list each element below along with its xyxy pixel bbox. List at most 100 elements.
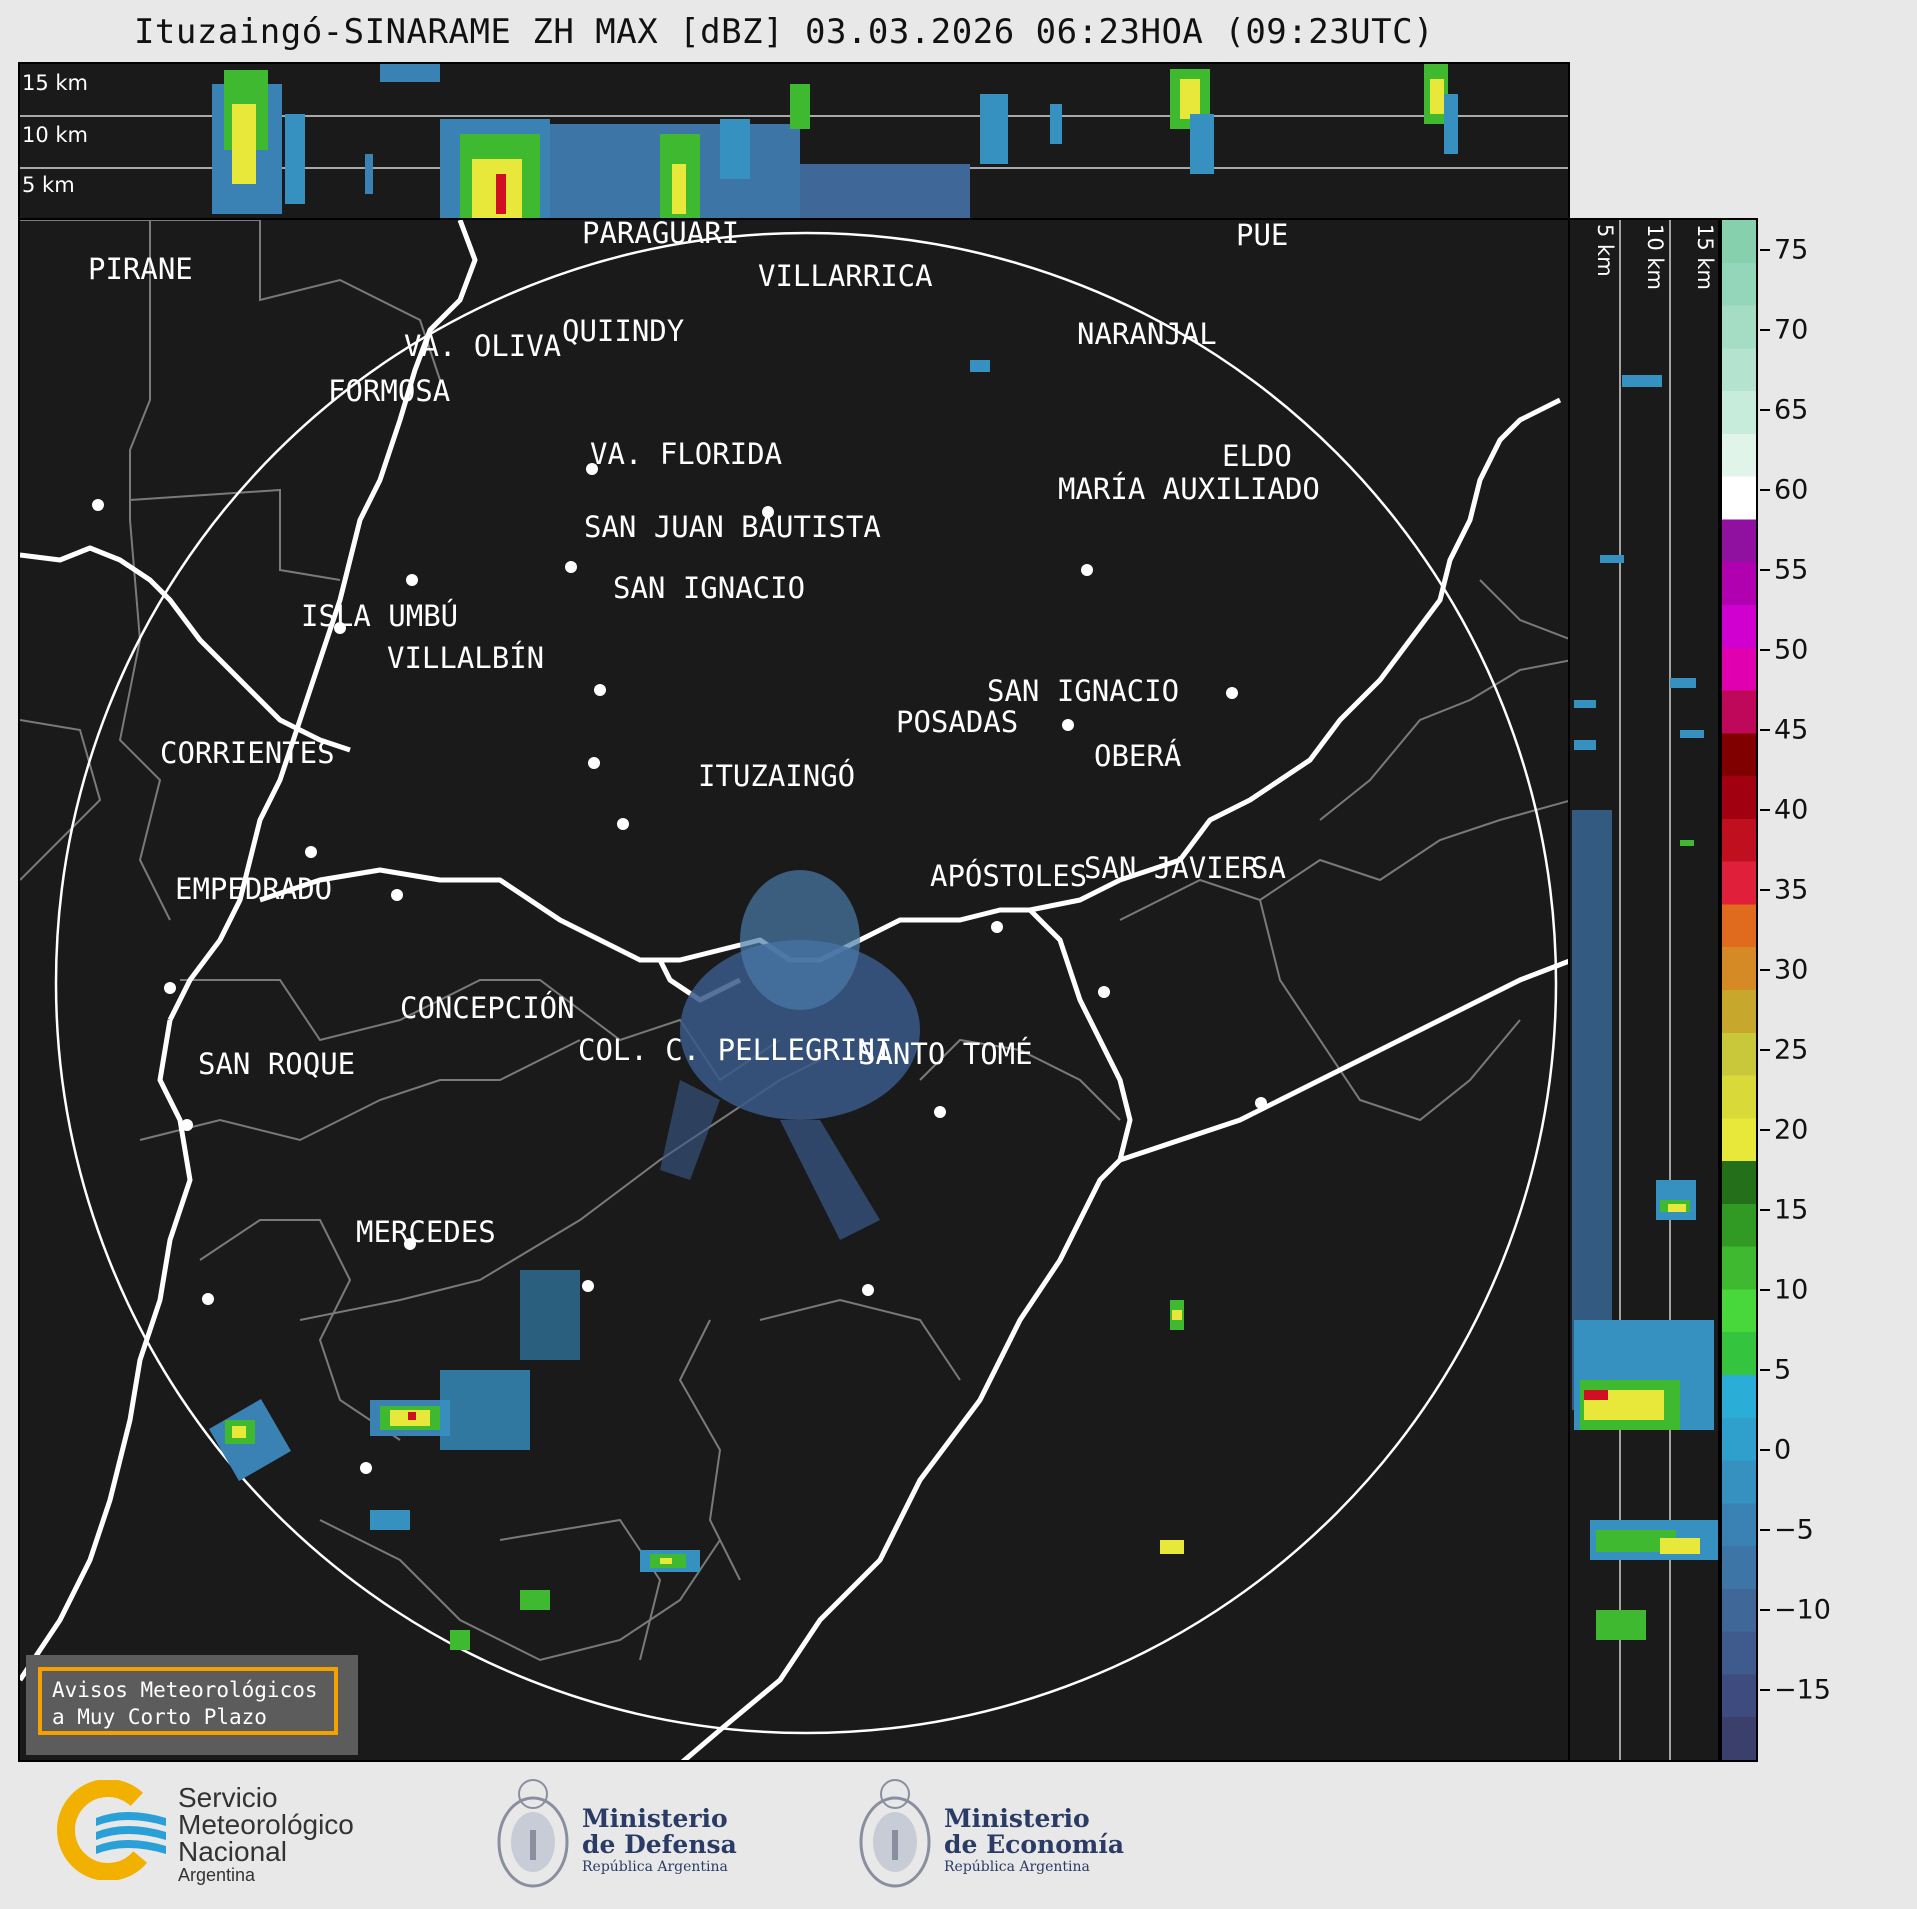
economia-line-2: de Economía [944, 1830, 1125, 1859]
top-km-label-10: 10 km [22, 123, 88, 147]
colorbar-tick [1760, 1209, 1770, 1211]
defensa-line-3: República Argentina [582, 1859, 728, 1875]
coat-of-arms-icon [856, 1774, 934, 1896]
colorbar-tick [1760, 489, 1770, 491]
colorbar-tick-label: 40 [1774, 794, 1809, 826]
city-label: COL. C. PELLEGRINI [578, 1033, 892, 1067]
defensa-line-2: de Defensa [582, 1830, 737, 1859]
colorbar-tick [1760, 889, 1770, 891]
smn-line-1: Servicio [178, 1782, 278, 1813]
economia-line-1: Ministerio [944, 1804, 1090, 1833]
top-echoes [212, 64, 1458, 218]
colorbar-tick [1760, 1449, 1770, 1451]
ground-clutter [660, 870, 920, 1240]
colorbar-tick-label: −15 [1774, 1674, 1831, 1706]
smn-logo-icon [56, 1780, 166, 1880]
colorbar-tick-label: 10 [1774, 1274, 1809, 1306]
colorbar-tick [1760, 249, 1770, 251]
top-km-label-15: 15 km [22, 71, 88, 95]
colorbar [1720, 218, 1758, 1762]
city-label: POSADAS [896, 705, 1018, 739]
colorbar-tick-label: 5 [1774, 1354, 1792, 1386]
colorbar-tick-label: 75 [1774, 234, 1809, 266]
city-label: PIRANE [88, 252, 193, 286]
colorbar-tick-label: 35 [1774, 874, 1809, 906]
city-label: SAN IGNACIO [987, 674, 1179, 708]
colorbar-tick [1760, 569, 1770, 571]
colorbar-tick [1760, 329, 1770, 331]
colorbar-tick [1760, 1129, 1770, 1131]
colorbar-tick-label: 0 [1774, 1434, 1792, 1466]
city-label: APÓSTOLES [930, 859, 1087, 893]
city-label: SAN JUAN BAUTISTA [584, 510, 881, 544]
city-label: VA. FLORIDA [590, 437, 782, 471]
economia-line-3: República Argentina [944, 1859, 1090, 1875]
colorbar-tick [1760, 1049, 1770, 1051]
colorbar-tick-label: 70 [1774, 314, 1809, 346]
side-echoes [1572, 375, 1718, 1640]
city-label: ITUZAINGÓ [698, 759, 855, 793]
city-label: SANTO TOMÉ [858, 1037, 1033, 1071]
smn-line-4: Argentina [178, 1865, 256, 1885]
city-label: CORRIENTES [160, 736, 335, 770]
warning-line-2: a Muy Corto Plazo [52, 1705, 267, 1729]
city-label: PARAGUARÍ [582, 220, 739, 250]
colorbar-tick [1760, 649, 1770, 651]
warning-line-1: Avisos Meteorológicos [52, 1678, 318, 1702]
city-label: VILLARRICA [758, 259, 933, 293]
city-markers [92, 463, 1267, 1474]
warning-box[interactable]: Avisos Meteorológicos a Muy Corto Plazo [26, 1655, 358, 1755]
city-label: VA. OLIVA [404, 329, 561, 363]
city-label: CONCEPCIÓN [400, 991, 575, 1025]
colorbar-tick [1760, 1369, 1770, 1371]
colorbar-tick-label: 45 [1774, 714, 1809, 746]
city-label: EMPEDRADO [175, 872, 332, 906]
city-label: SAN IGNACIO [613, 571, 805, 605]
city-label: PUE [1236, 220, 1288, 252]
smn-line-3: Nacional [178, 1836, 287, 1867]
side-km-label-15: 15 km [1693, 224, 1717, 290]
smn-line-2: Meteorológico [178, 1809, 354, 1840]
top-cross-section-svg: 15 km 10 km 5 km [20, 64, 1568, 218]
colorbar-tick-label: 20 [1774, 1114, 1809, 1146]
colorbar-tick [1760, 809, 1770, 811]
colorbar-tick [1760, 969, 1770, 971]
city-label: MARÍA AUXILIADO [1058, 472, 1320, 506]
city-label: SAN JAVIER [1084, 851, 1259, 885]
colorbar-tick [1760, 1689, 1770, 1691]
chart-title: Ituzaingó-SINARAME ZH MAX [dBZ] 03.03.20… [133, 12, 1435, 52]
city-label: ISLA UMBÚ [301, 599, 458, 633]
coat-of-arms-icon [494, 1774, 572, 1896]
colorbar-tick [1760, 1529, 1770, 1531]
colorbar-tick-label: 60 [1774, 474, 1809, 506]
city-label: OBERÁ [1094, 739, 1181, 773]
colorbar-tick-label: 30 [1774, 954, 1809, 986]
warning-box-inner[interactable]: Avisos Meteorológicos a Muy Corto Plazo [38, 1667, 338, 1735]
top-cross-section-panel: 15 km 10 km 5 km [18, 62, 1570, 220]
economia-logo-text: Ministerio de Economía República Argenti… [944, 1806, 1124, 1876]
city-label: ELDO [1222, 439, 1292, 473]
city-label: QUIINDY [562, 314, 684, 348]
top-km-label-5: 5 km [22, 173, 75, 197]
colorbar-tick-label: 15 [1774, 1194, 1809, 1226]
radar-map-svg: PIRANE PARAGUARÍ VILLARRICA QUIINDY VA. … [20, 220, 1568, 1760]
colorbar-tick [1760, 1609, 1770, 1611]
colorbar-tick [1760, 409, 1770, 411]
defensa-logo-text: Ministerio de Defensa República Argentin… [582, 1806, 737, 1876]
colorbar-tick-label: 50 [1774, 634, 1809, 666]
side-cross-section-svg: 5 km 10 km 15 km [1572, 220, 1718, 1760]
side-km-label-10: 10 km [1643, 224, 1667, 290]
radar-map: PIRANE PARAGUARÍ VILLARRICA QUIINDY VA. … [18, 218, 1570, 1762]
colorbar-tick-label: −5 [1774, 1514, 1814, 1546]
city-label: SAN ROQUE [198, 1047, 355, 1081]
city-label: NARANJAL [1077, 317, 1217, 351]
city-label: MERCEDES [356, 1215, 496, 1249]
colorbar-tick-label: −10 [1774, 1594, 1831, 1626]
range-ring [54, 231, 1558, 1735]
side-km-label-5: 5 km [1593, 224, 1617, 277]
colorbar-tick [1760, 729, 1770, 731]
colorbar-tick-label: 65 [1774, 394, 1809, 426]
defensa-line-1: Ministerio [582, 1804, 728, 1833]
side-cross-section-panel: 5 km 10 km 15 km [1568, 218, 1720, 1762]
colorbar-tick [1760, 1289, 1770, 1291]
